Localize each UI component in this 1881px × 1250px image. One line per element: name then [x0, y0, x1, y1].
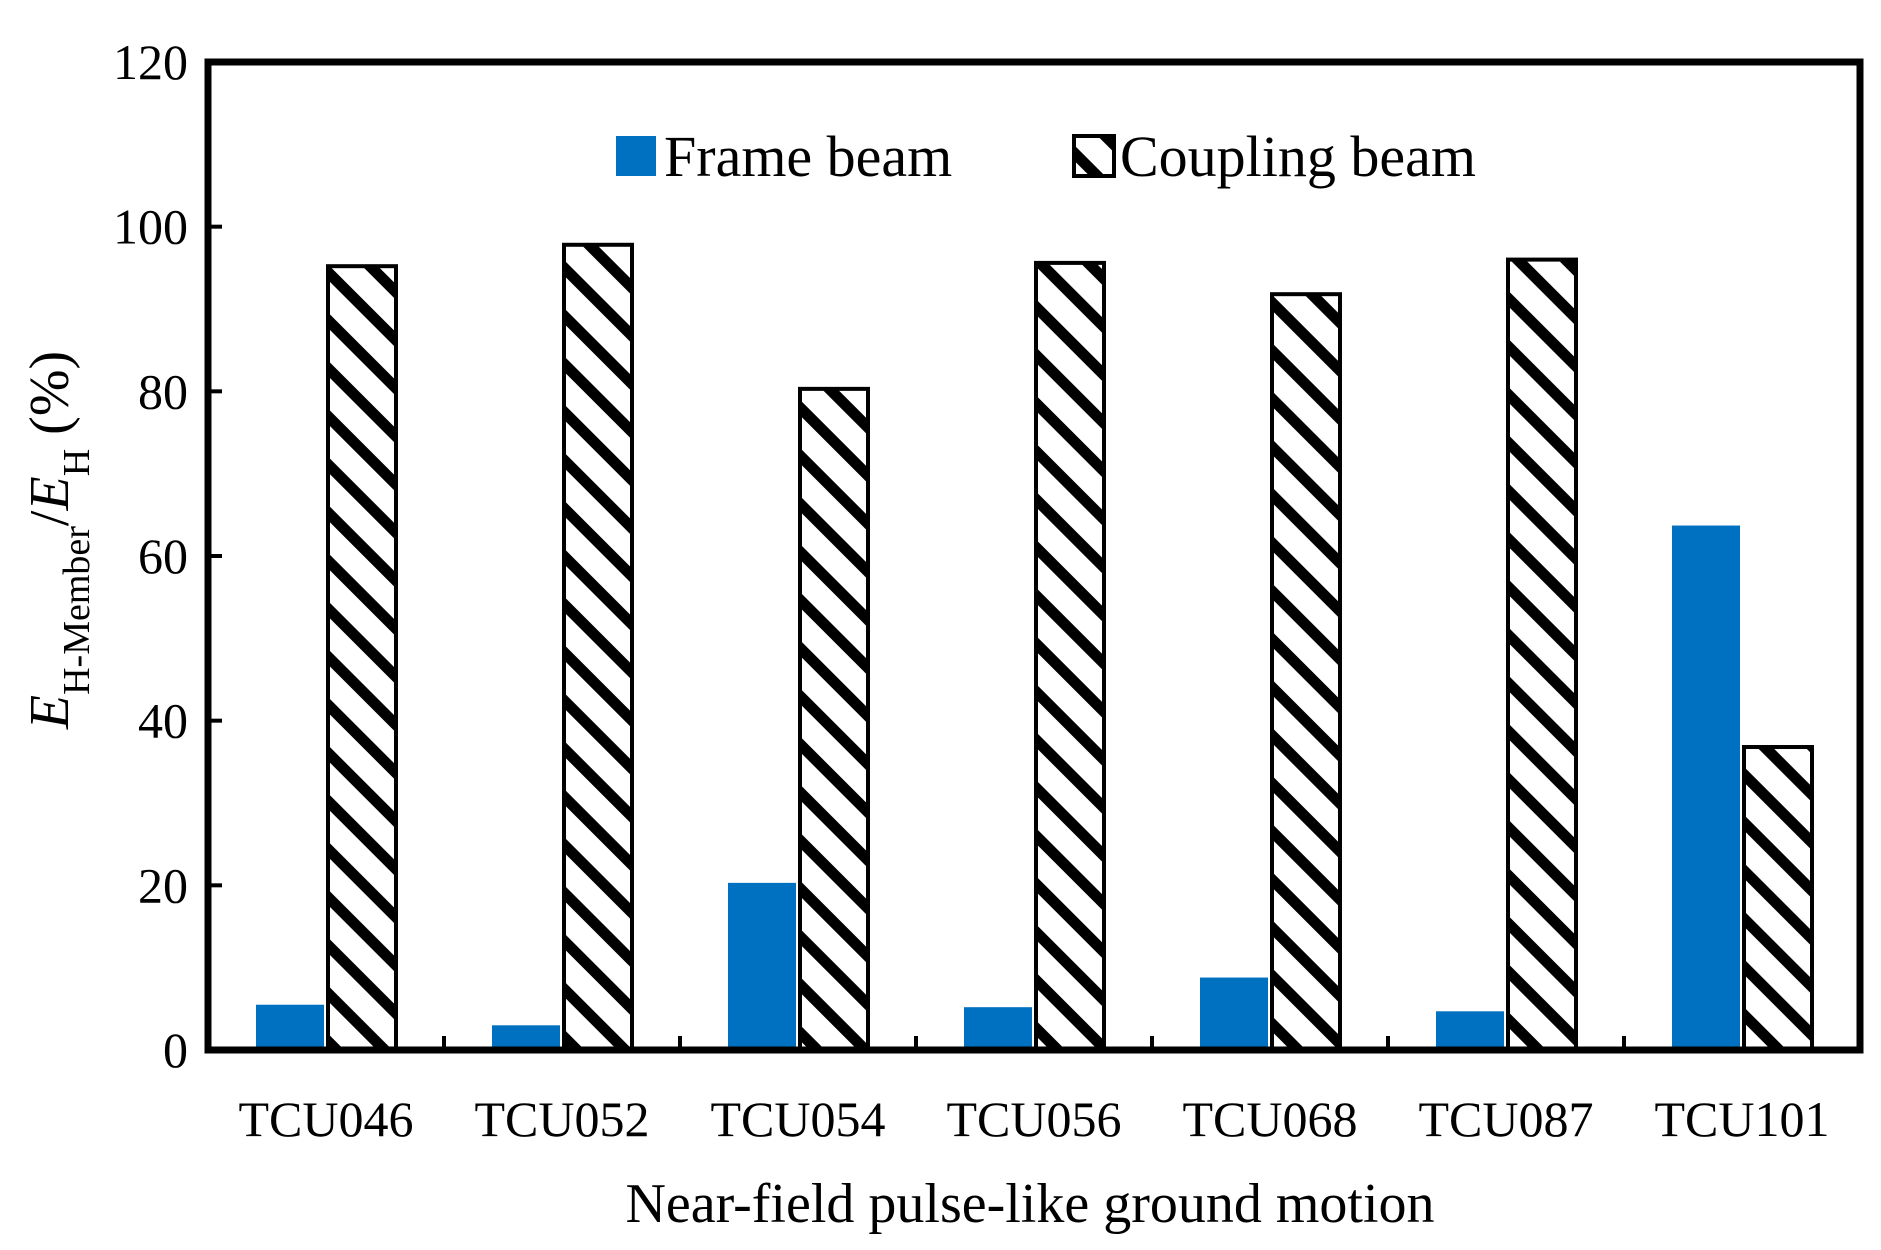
x-tick-label-tcu046: TCU046 — [239, 1091, 414, 1147]
ticks-layer: 0 20 40 60 80 100 120 TCU046 TCU052 TCU054 TCU056 T… — [113, 34, 1830, 1147]
y-tick-label: 60 — [138, 528, 188, 584]
y-title-symbol: E — [19, 476, 81, 511]
legend: Frame beam Coupling beam — [616, 124, 1476, 189]
bar-frame-beam-tcu101 — [1672, 525, 1740, 1050]
bar-coupling-beam-tcu101 — [1742, 745, 1814, 1052]
x-tick-label-tcu101: TCU101 — [1655, 1091, 1830, 1147]
bar-coupling-beam-tcu052 — [562, 242, 634, 1052]
bar-frame-beam-tcu056 — [964, 1007, 1032, 1050]
bar-frame-beam-tcu054 — [728, 882, 796, 1050]
y-title-subscript: H — [56, 449, 98, 476]
y-title-text: / — [19, 510, 81, 526]
y-tick-label: 80 — [138, 363, 188, 419]
bar-coupling-beam-tcu046 — [326, 264, 398, 1053]
x-tick-label-tcu054: TCU054 — [711, 1091, 886, 1147]
y-tick-label: 40 — [138, 693, 188, 749]
bar-frame-beam-tcu068 — [1200, 977, 1268, 1050]
x-tick-label-tcu087: TCU087 — [1419, 1091, 1594, 1147]
legend-label-coupling-beam: Coupling beam — [1120, 124, 1476, 189]
x-tick-label-tcu056: TCU056 — [947, 1091, 1122, 1147]
y-title-symbol: E — [19, 695, 81, 730]
bar-coupling-beam-tcu054 — [798, 386, 870, 1052]
x-axis-title: Near-field pulse-like ground motion — [625, 1173, 1434, 1235]
x-tick-label-tcu068: TCU068 — [1183, 1091, 1358, 1147]
bar-frame-beam-tcu087 — [1436, 1011, 1504, 1050]
y-tick-label: 0 — [163, 1022, 188, 1078]
bar-coupling-beam-tcu087 — [1506, 257, 1578, 1053]
legend-swatch-coupling-beam — [1072, 134, 1116, 178]
y-tick-label: 120 — [113, 34, 188, 90]
y-title-subscript: H-Member — [56, 526, 98, 695]
bars-layer — [256, 242, 1814, 1053]
y-title-text: (%) — [19, 351, 81, 449]
bar-frame-beam-tcu052 — [492, 1025, 560, 1050]
y-tick-label: 20 — [138, 857, 188, 913]
legend-swatch-frame-beam — [616, 136, 656, 176]
x-tick-label-tcu052: TCU052 — [475, 1091, 650, 1147]
legend-label-frame-beam: Frame beam — [664, 124, 952, 189]
y-tick-label: 100 — [113, 199, 188, 255]
bar-frame-beam-tcu046 — [256, 1004, 324, 1050]
bar-coupling-beam-tcu068 — [1270, 292, 1342, 1052]
bar-coupling-beam-tcu056 — [1034, 260, 1106, 1053]
y-axis-title: EH-Member/EH (%) — [19, 351, 98, 730]
